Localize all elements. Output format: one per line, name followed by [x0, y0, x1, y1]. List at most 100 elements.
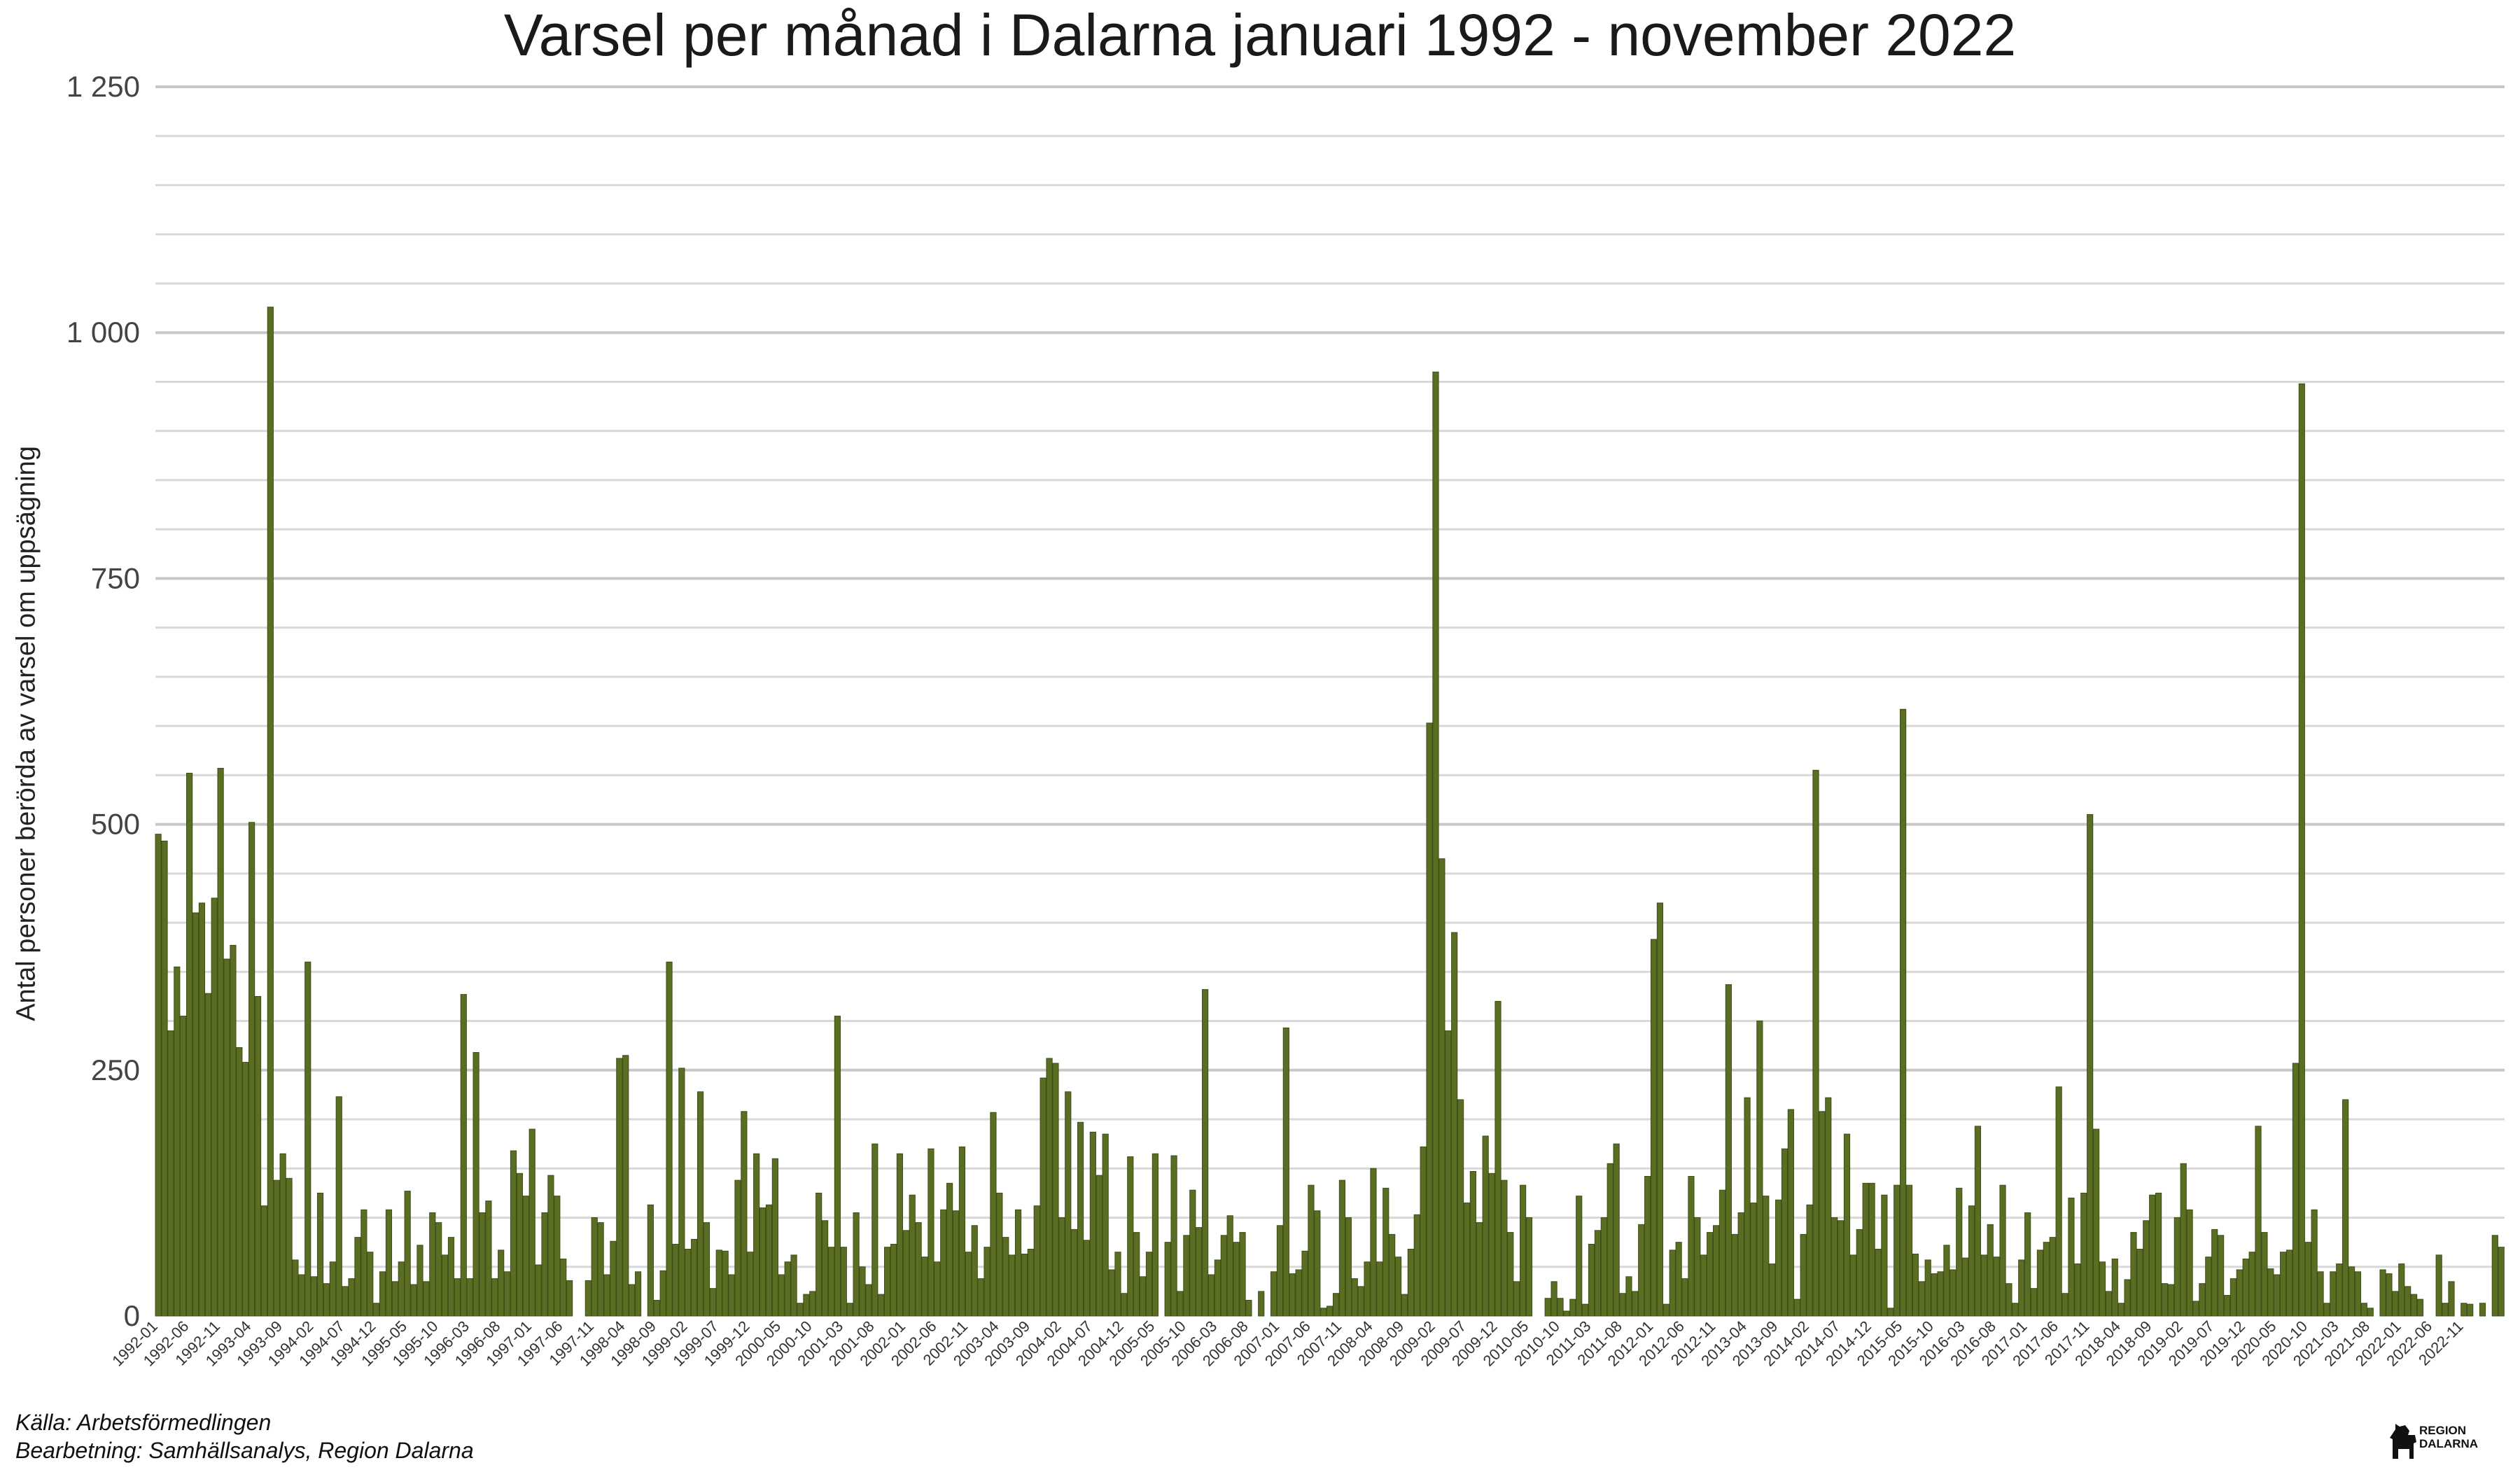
bar	[1557, 1298, 1564, 1317]
bar	[2298, 383, 2305, 1317]
bar	[653, 1300, 660, 1317]
bar	[1750, 1202, 1757, 1317]
bar	[1014, 1209, 1022, 1317]
bar	[634, 1271, 642, 1317]
bar	[1295, 1269, 1302, 1317]
bar	[2174, 1217, 2180, 1317]
bar	[996, 1192, 1003, 1317]
bar	[1457, 1099, 1464, 1317]
bar	[2242, 1259, 2249, 1317]
bar	[286, 1177, 293, 1317]
bar	[2280, 1252, 2287, 1317]
bar	[385, 1209, 393, 1317]
bar	[2392, 1291, 2399, 1317]
x-axis-ticks: 1992-011992-061992-111993-041993-091994-…	[108, 1317, 2466, 1370]
bar	[1258, 1291, 1265, 1317]
bar	[2367, 1308, 2374, 1317]
bar	[622, 1055, 629, 1317]
bar	[491, 1278, 498, 1317]
bar	[1033, 1205, 1040, 1317]
bar	[1289, 1273, 1296, 1317]
bar	[498, 1250, 505, 1317]
bar	[1712, 1225, 1720, 1317]
bar	[1370, 1168, 1377, 1317]
bar	[840, 1247, 847, 1317]
bar	[2024, 1212, 2031, 1317]
y-tick-label: 0	[124, 1299, 140, 1332]
bar	[734, 1180, 741, 1317]
bar	[2379, 1269, 2386, 1317]
bar	[2286, 1250, 2293, 1317]
bar	[809, 1291, 816, 1317]
bar	[2386, 1273, 2393, 1317]
bar	[1912, 1253, 1919, 1317]
bar	[859, 1266, 866, 1317]
bar	[1445, 1030, 1452, 1317]
bar	[1320, 1308, 1327, 1317]
bar	[423, 1281, 430, 1317]
bar	[311, 1276, 318, 1317]
bar	[685, 1248, 692, 1317]
bar	[267, 307, 274, 1317]
bar	[597, 1222, 604, 1317]
bar	[610, 1240, 617, 1317]
bar	[821, 1220, 829, 1317]
bar	[722, 1250, 729, 1317]
bar	[1127, 1156, 1134, 1317]
bar	[2124, 1279, 2131, 1317]
bar	[1420, 1146, 1427, 1317]
bar	[1046, 1058, 1053, 1317]
bar	[1183, 1235, 1190, 1317]
bar	[1301, 1250, 1308, 1317]
bar	[528, 1128, 536, 1317]
bar	[1606, 1163, 1614, 1317]
bar	[429, 1212, 436, 1317]
bar	[174, 966, 181, 1317]
bar	[1338, 1180, 1346, 1317]
bar	[1774, 1199, 1782, 1317]
bar	[2248, 1252, 2255, 1317]
bar	[566, 1280, 573, 1317]
bar	[1999, 1184, 2006, 1317]
bar	[1868, 1182, 1875, 1317]
bar	[1282, 1027, 1289, 1317]
bar	[1463, 1202, 1471, 1317]
bar	[2311, 1209, 2318, 1317]
bar	[1787, 1109, 1794, 1317]
bar	[2218, 1235, 2225, 1317]
bar	[342, 1286, 349, 1317]
bar	[1675, 1242, 1682, 1317]
bar	[2111, 1259, 2118, 1317]
bar	[1501, 1180, 1508, 1317]
bar	[1239, 1232, 1246, 1317]
bar	[1139, 1276, 1147, 1317]
bar	[1793, 1298, 1800, 1317]
bar	[2049, 1237, 2056, 1317]
bar	[1937, 1271, 1944, 1317]
bar	[1058, 1217, 1065, 1317]
bar	[516, 1172, 523, 1317]
bar	[1769, 1264, 1776, 1317]
bar	[983, 1247, 990, 1317]
bar	[678, 1068, 685, 1317]
bar	[2186, 1209, 2193, 1317]
bar	[958, 1146, 966, 1317]
logo-line-2: DALARNA	[2419, 1437, 2479, 1450]
bar	[1009, 1254, 1016, 1317]
bar	[360, 1209, 368, 1317]
bar	[1507, 1232, 1514, 1317]
bar	[1812, 769, 1819, 1317]
bar	[2099, 1261, 2106, 1317]
bar	[1943, 1245, 1950, 1317]
bar	[940, 1209, 947, 1317]
bar	[1071, 1228, 1078, 1317]
bar	[2068, 1197, 2075, 1317]
bar	[1962, 1257, 1969, 1317]
bar	[2167, 1284, 2174, 1317]
bar	[1819, 1111, 1826, 1317]
bar	[1956, 1187, 1963, 1317]
bar	[1544, 1298, 1551, 1317]
bar	[846, 1303, 853, 1317]
bar	[915, 1222, 922, 1317]
bar	[1837, 1220, 1844, 1317]
